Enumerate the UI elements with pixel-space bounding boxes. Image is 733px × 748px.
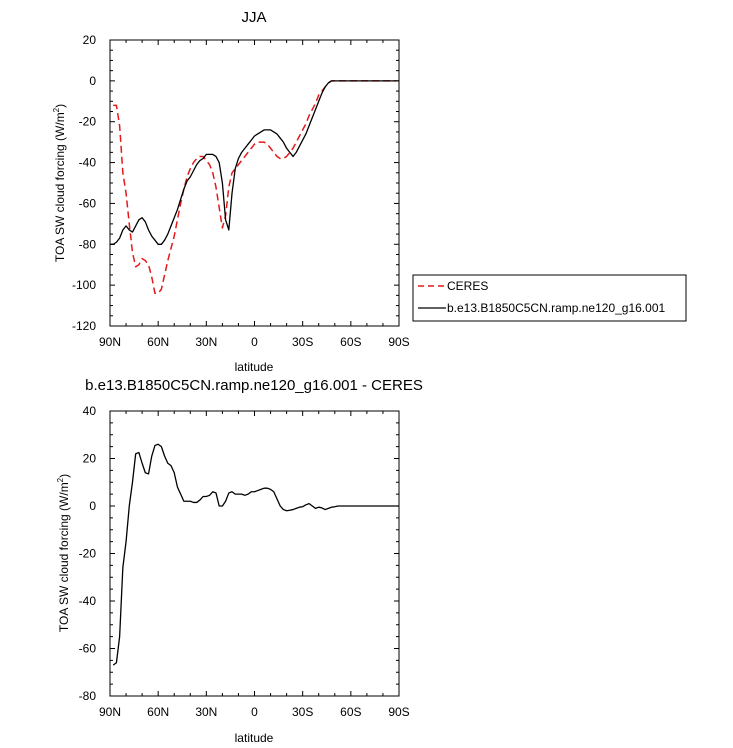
y-tick-label: -40 (79, 156, 97, 170)
panel-bottom-series (112, 443, 399, 666)
x-tick-label: 30N (195, 335, 217, 349)
x-tick-label: 60N (147, 335, 169, 349)
x-tick-label: 0 (251, 705, 258, 719)
series-line-top-0 (113, 80, 396, 295)
y-tick-label: -80 (79, 237, 97, 251)
y-tick-label: -80 (79, 689, 97, 703)
x-tick-label: 90N (99, 335, 121, 349)
panel-bottom: b.e13.B1850C5CN.ramp.ne120_g16.001 - CER… (56, 377, 423, 745)
x-tick-label: 30S (292, 335, 313, 349)
panel-bottom-ylabel: TOA SW cloud forcing (W/m2) (56, 474, 71, 632)
panel-bottom-ylabel-main: TOA SW cloud forcing (W/m (57, 482, 71, 632)
y-tick-label: -20 (79, 115, 97, 129)
panel-bottom-title: b.e13.B1850C5CN.ramp.ne120_g16.001 - CER… (85, 377, 423, 394)
series-line-top-1 (110, 80, 399, 245)
legend-box (412, 274, 687, 322)
panel-top-xlabel: latitude (235, 360, 274, 374)
panel-top-series (110, 80, 399, 295)
panel-bottom-frame (109, 410, 400, 697)
panel-top: JJA 90N 60N 30N 0 30S 60S 90S 20 0 -20 -40 -60 -80 -1… (52, 9, 687, 374)
panel-bottom-ylabel-sup: 2 (56, 477, 65, 482)
y-tick-label: 40 (83, 404, 97, 418)
y-tick-label: 20 (83, 33, 97, 47)
y-tick-label: -60 (79, 196, 97, 210)
panel-top-ylabel-end: ) (53, 104, 67, 108)
y-tick-label: -60 (79, 642, 97, 656)
x-tick-label: 90N (99, 705, 121, 719)
y-tick-label: 20 (83, 452, 97, 466)
legend-label-model: b.e13.B1850C5CN.ramp.ne120_g16.001 (447, 301, 665, 315)
panel-top-ylabel-sup: 2 (52, 107, 61, 112)
series-line-bottom-0 (112, 443, 399, 666)
y-tick-label: -120 (72, 319, 96, 333)
x-tick-label: 0 (251, 335, 258, 349)
panel-top-title: JJA (241, 9, 266, 26)
x-tick-label: 60S (340, 335, 361, 349)
panel-bottom-xlabel: latitude (235, 731, 274, 745)
panel-top-ylabel: TOA SW cloud forcing (W/m2) (52, 104, 67, 262)
panel-bottom-ylabel-end: ) (57, 474, 71, 478)
x-tick-label: 90S (388, 335, 409, 349)
x-tick-label: 90S (388, 705, 409, 719)
y-tick-label: -40 (79, 594, 97, 608)
x-tick-label: 60S (340, 705, 361, 719)
panel-top-axes: 90N 60N 30N 0 30S 60S 90S 20 0 -20 -40 -60 -80 -100 -1… (72, 33, 410, 349)
legend-label-ceres: CERES (447, 279, 488, 293)
panel-top-ylabel-main: TOA SW cloud forcing (W/m (53, 112, 67, 262)
x-tick-label: 30N (195, 705, 217, 719)
legend: CERES b.e13.B1850C5CN.ramp.ne120_g16.001 (412, 274, 687, 322)
y-tick-label: -20 (79, 547, 97, 561)
x-tick-label: 60N (147, 705, 169, 719)
y-tick-label: 0 (89, 74, 96, 88)
y-tick-label: 0 (89, 499, 96, 513)
panel-bottom-axes: 90N 60N 30N 0 30S 60S 90S 40 20 0 -20 -40 -60 -80 (79, 404, 410, 719)
x-tick-label: 30S (292, 705, 313, 719)
y-tick-label: -100 (72, 278, 96, 292)
